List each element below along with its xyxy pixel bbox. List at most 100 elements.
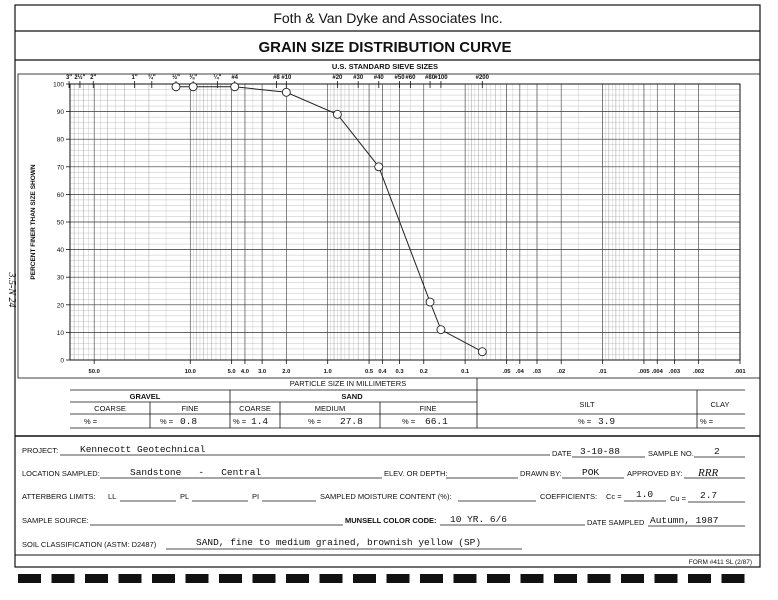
sieve-point <box>374 162 384 172</box>
sieve-tick-label: #30 <box>353 75 364 81</box>
x-tick-label: .05 <box>502 369 511 375</box>
date-value: 3-10-88 <box>580 446 620 457</box>
field-label: DATE <box>552 449 571 458</box>
cc-value: 1.0 <box>636 489 653 500</box>
cu-value: 2.7 <box>700 490 717 501</box>
sieve-tick-label: #40 <box>374 75 385 81</box>
sieve-point <box>425 297 435 307</box>
edge-dash <box>18 574 41 583</box>
sieve-point <box>188 82 198 92</box>
y-tick-label: 70 <box>57 164 65 171</box>
x-tick-label: .003 <box>669 369 681 375</box>
edge-dash <box>286 574 309 583</box>
edge-dash <box>587 574 611 583</box>
sieve-point <box>230 82 240 92</box>
gravel-fine-value: 0.8 <box>180 416 197 427</box>
y-axis-title: PERCENT FINER THAN SIZE SHOWN <box>30 164 37 280</box>
field-label: MUNSELL COLOR CODE: <box>345 516 437 525</box>
x-tick-label: 5.0 <box>228 369 236 375</box>
sieve-tick-label: 3" <box>66 75 72 81</box>
y-tick-label: 30 <box>57 275 65 282</box>
field-label: ATTERBERG LIMITS: <box>22 492 96 501</box>
sieve-point <box>332 109 342 119</box>
sieve-tick-label: ¼" <box>213 74 221 81</box>
x-tick-label: .005 <box>638 369 650 375</box>
silt-header: SILT <box>579 400 595 409</box>
edge-dash <box>85 574 108 583</box>
field-label: COEFFICIENTS: <box>540 492 597 501</box>
form-title: GRAIN SIZE DISTRIBUTION CURVE <box>258 39 511 56</box>
y-tick-label: 90 <box>57 109 65 116</box>
field-label: PROJECT: <box>22 446 58 455</box>
chart: 0 10 20 30 40 50 60 70 80 90 100 50.0 10.0 5.0 4.0 3.0 2… <box>17 73 761 379</box>
gravel-header: GRAVEL <box>130 392 161 401</box>
field-label: DRAWN BY: <box>520 469 562 478</box>
sieve-tick-label: ½" <box>172 74 180 81</box>
percent-label: % = <box>160 417 174 426</box>
sieve-tick-label: ⅜" <box>189 75 197 81</box>
edge-dash <box>721 574 745 583</box>
field-label: APPROVED BY: <box>627 469 682 478</box>
sand-header: SAND <box>341 392 363 401</box>
x-tick-label: 0.2 <box>420 369 428 375</box>
percent-label: % = <box>578 417 592 426</box>
sample-no-value: 2 <box>714 446 720 457</box>
drawn-by-value: POK <box>582 467 599 478</box>
edge-dash <box>252 574 276 583</box>
field-label: Cu = <box>670 494 687 503</box>
percent-label: % = <box>402 417 416 426</box>
sieve-point <box>477 347 487 357</box>
location-value: Sandstone - Central <box>130 467 261 478</box>
chart-frame <box>17 73 761 379</box>
x-tick-label: .01 <box>599 369 608 375</box>
x-tick-label: .03 <box>533 369 542 375</box>
x-tick-label: 50.0 <box>89 369 100 375</box>
soil-class-value: SAND, fine to medium grained, brownish y… <box>196 537 481 548</box>
x-tick-label: .04 <box>516 369 525 375</box>
sieve-tick-label: 2½" <box>74 74 85 81</box>
sieve-tick-label: #4 <box>231 75 238 81</box>
y-tick-label: 20 <box>57 302 65 309</box>
form-number: FORM #411 SL (2/87) <box>689 559 752 566</box>
sieve-tick-label: #200 <box>476 75 490 81</box>
percent-label: % = <box>233 417 247 426</box>
y-tick-label: 50 <box>57 220 65 227</box>
x-tick-label: 0.4 <box>378 369 387 375</box>
sand-coarse-value: 1.4 <box>251 416 268 427</box>
silt-value: 3.9 <box>598 416 615 427</box>
col-label: FINE <box>181 404 198 413</box>
col-label: FINE <box>419 404 436 413</box>
x-tick-label: 1.0 <box>324 369 332 375</box>
y-tick-label: 80 <box>57 137 65 144</box>
edge-dash <box>353 574 376 583</box>
x-tick-label: 2.0 <box>282 369 290 375</box>
edge-dash <box>554 574 577 583</box>
sieve-tick-label: 1" <box>132 75 138 81</box>
y-tick-label: 100 <box>53 82 64 89</box>
clay-header: CLAY <box>710 400 729 409</box>
edge-dash <box>420 574 443 583</box>
x-tick-label: .002 <box>693 369 704 375</box>
field-label: DATE SAMPLED <box>587 518 645 527</box>
x-tick-label: .004 <box>652 369 664 375</box>
percent-label: % = <box>308 417 322 426</box>
percent-label: % = <box>700 417 714 426</box>
edge-dash <box>654 574 678 583</box>
company-name: Foth & Van Dyke and Associates Inc. <box>273 10 502 26</box>
sample-form: PROJECT: Kennecott Geotechnical DATE 3-1… <box>22 444 745 550</box>
sieve-axis-title: U.S. STANDARD SIEVE SIZES <box>332 62 438 71</box>
sieve-tick-label: #60 <box>405 75 416 81</box>
sieve-tick-label: 2" <box>90 75 96 81</box>
field-label: SOIL CLASSIFICATION (ASTM: D2487) <box>22 540 157 549</box>
date-sampled-value: Autumn, 1987 <box>650 515 718 526</box>
edge-dash <box>688 574 711 583</box>
plot-frame <box>69 83 741 361</box>
x-tick-label: 10.0 <box>185 369 196 375</box>
approved-by-value: RRR <box>697 467 718 479</box>
col-label: COARSE <box>94 404 126 413</box>
x-tick-label: 4.0 <box>241 369 249 375</box>
sieve-tick-label: #8 <box>273 75 280 81</box>
edge-dash <box>319 574 343 583</box>
